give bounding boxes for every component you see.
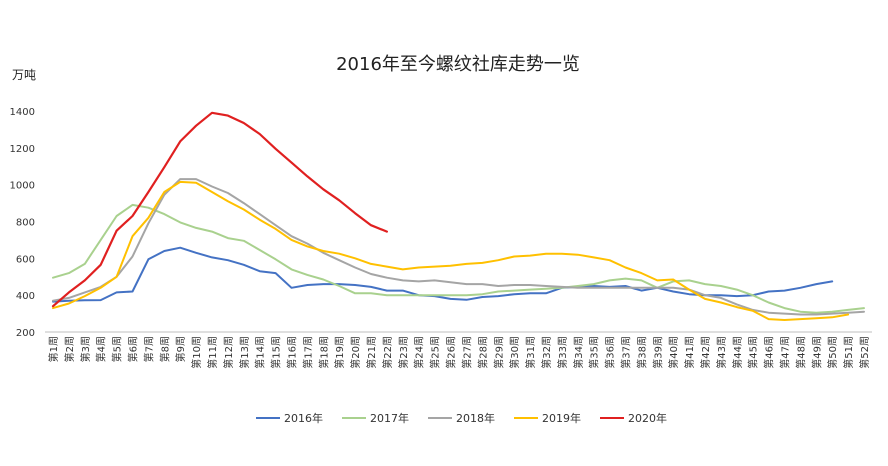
x-tick-label: 第47周 [779, 336, 792, 369]
x-tick-label: 第24周 [413, 336, 426, 369]
x-tick-label: 第13周 [238, 336, 251, 369]
x-tick-label: 第29周 [492, 336, 505, 369]
legend-label: 2019年 [542, 411, 581, 425]
legend-label: 2017年 [370, 411, 409, 425]
x-tick-label: 第14周 [254, 336, 267, 369]
x-tick-label: 第33周 [556, 336, 569, 369]
x-tick-label: 第36周 [604, 336, 617, 369]
x-tick-label: 第50周 [826, 336, 839, 369]
x-tick-label: 第39周 [651, 336, 664, 369]
x-tick-label: 第2周 [63, 336, 76, 362]
x-tick-label: 第8周 [158, 336, 171, 362]
x-tick-label: 第46周 [763, 336, 776, 369]
x-tick-label: 第5周 [111, 336, 124, 362]
series-line [52, 203, 865, 314]
x-tick-label: 第15周 [270, 336, 283, 369]
x-tick-label: 第35周 [588, 336, 601, 369]
x-tick-label: 第11周 [206, 336, 219, 369]
x-tick-label: 第38周 [635, 336, 648, 369]
y-tick-label: 1200 [10, 144, 35, 155]
y-axis-ticks: 200 400 600 800 1000 1200 1400 [10, 107, 35, 339]
chart-title: 2016年至今螺纹社库走势一览 [336, 54, 580, 75]
x-tick-label: 第48周 [794, 336, 807, 369]
series-line [51, 111, 388, 308]
x-tick-label: 第19周 [333, 336, 346, 369]
y-tick-label: 200 [16, 328, 35, 339]
x-tick-label: 第6周 [126, 336, 139, 362]
series-line [52, 178, 865, 316]
x-tick-label: 第7周 [142, 336, 155, 362]
x-tick-label: 第26周 [445, 336, 458, 369]
y-tick-label: 1000 [10, 181, 35, 192]
x-tick-label: 第10周 [190, 336, 203, 369]
x-tick-label: 第42周 [699, 336, 712, 369]
x-tick-label: 第31周 [524, 336, 537, 369]
x-tick-label: 第28周 [476, 336, 489, 369]
x-tick-label: 第30周 [508, 336, 521, 369]
x-tick-label: 第25周 [429, 336, 442, 369]
series-line [52, 246, 834, 303]
x-tick-label: 第16周 [286, 336, 299, 369]
series-lines [51, 111, 865, 321]
x-tick-label: 第32周 [540, 336, 553, 369]
legend-label: 2020年 [628, 411, 667, 425]
x-tick-label: 第34周 [572, 336, 585, 369]
x-tick-label: 第20周 [349, 336, 362, 369]
x-tick-label: 第9周 [174, 336, 187, 362]
y-tick-label: 800 [16, 218, 35, 229]
x-tick-label: 第18周 [317, 336, 330, 369]
x-tick-label: 第12周 [222, 336, 235, 369]
y-tick-label: 400 [16, 291, 35, 302]
series-line [52, 180, 850, 321]
x-tick-label: 第22周 [381, 336, 394, 369]
legend-label: 2016年 [284, 411, 323, 425]
x-tick-label: 第1周 [47, 336, 60, 362]
x-tick-label: 第49周 [810, 336, 823, 369]
x-tick-label: 第17周 [301, 336, 314, 369]
y-tick-label: 600 [16, 254, 35, 265]
x-tick-label: 第23周 [397, 336, 410, 369]
y-tick-label: 1400 [10, 107, 35, 118]
x-tick-label: 第21周 [365, 336, 378, 369]
x-tick-label: 第40周 [667, 336, 680, 369]
x-tick-label: 第45周 [747, 336, 760, 369]
x-axis-ticks: 第1周 第2周 第3周 第4周 第5周 第6周 第7周 第8周 第9周 第10周 第11周 第12周第… [47, 336, 871, 369]
x-tick-label: 第52周 [858, 336, 871, 369]
x-tick-label: 第51周 [842, 336, 855, 369]
x-tick-label: 第4周 [95, 336, 108, 362]
x-tick-label: 第43周 [715, 336, 728, 369]
legend-label: 2018年 [456, 411, 495, 425]
x-tick-label: 第27周 [460, 336, 473, 369]
x-tick-label: 第44周 [731, 336, 744, 369]
legend: 2016年 2017年 2018年 2019年 2020年 [256, 411, 667, 425]
x-tick-label: 第3周 [79, 336, 92, 362]
x-tick-label: 第37周 [619, 336, 632, 369]
y-axis-unit: 万吨 [12, 68, 36, 82]
x-tick-label: 第41周 [683, 336, 696, 369]
